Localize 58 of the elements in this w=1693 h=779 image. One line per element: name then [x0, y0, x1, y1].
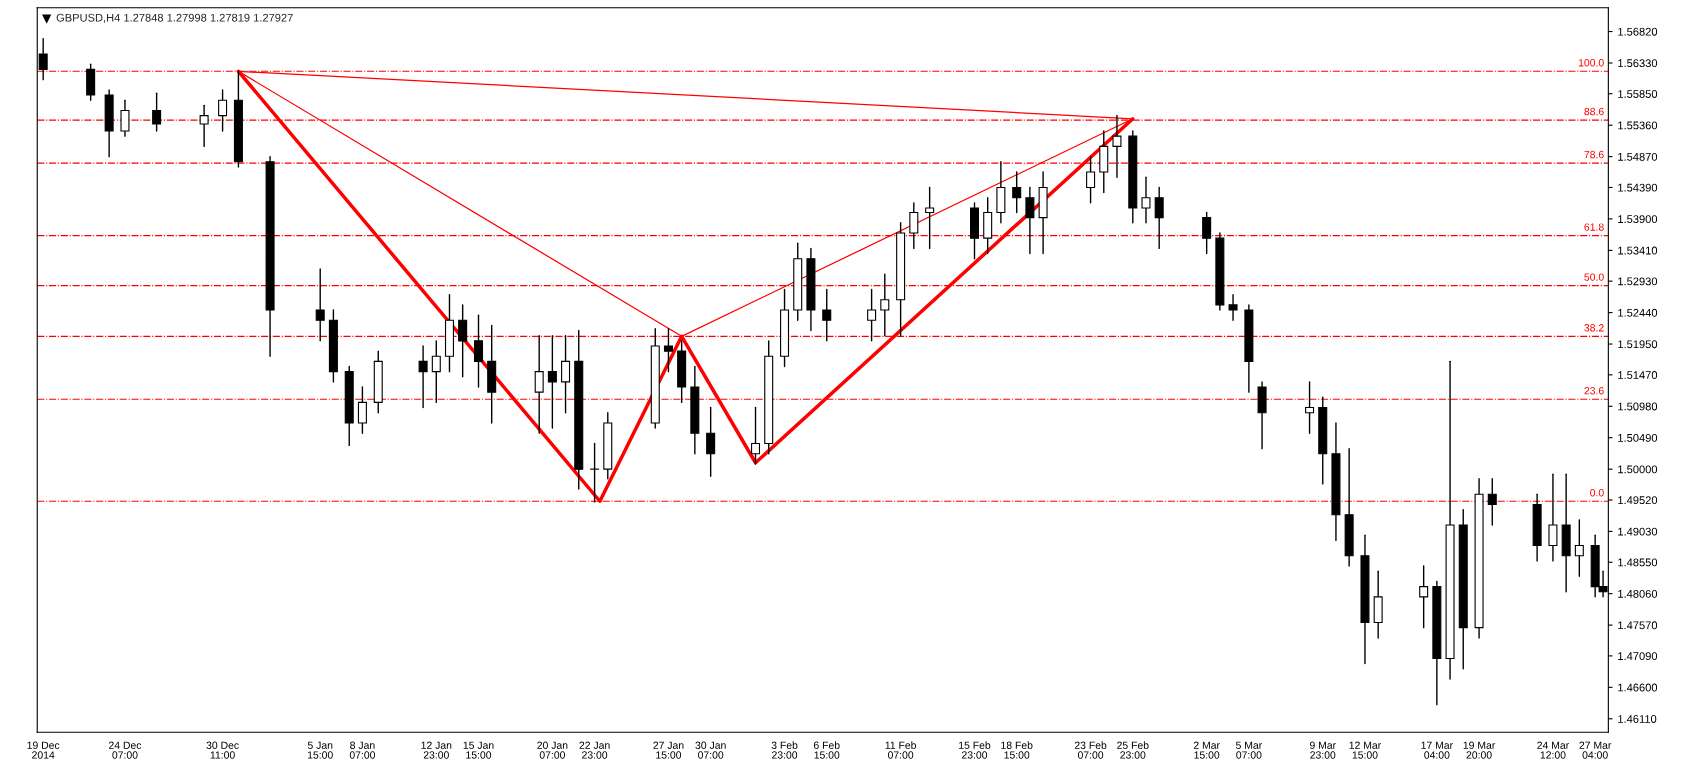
annotation: 23.6	[1584, 387, 1604, 395]
y-tick-label: 1.50980	[1618, 402, 1658, 411]
y-tick-label: 1.48550	[1618, 558, 1658, 567]
x-tick-label: 19 Mar 20:00	[1463, 741, 1496, 759]
x-tick-label: 5 Jan 15:00	[307, 741, 333, 759]
y-tick-label: 1.50490	[1618, 433, 1658, 442]
annotation: 100.0	[1578, 59, 1604, 67]
x-tick-label: 18 Feb 15:00	[1001, 741, 1033, 759]
x-tick-label: 12 Jan 23:00	[421, 741, 452, 759]
y-tick-label: 1.52440	[1618, 308, 1658, 317]
x-tick-label: 27 Jan 15:00	[653, 741, 684, 759]
y-tick-label: 1.48060	[1618, 589, 1658, 598]
x-tick-label: 23 Feb 07:00	[1074, 741, 1107, 759]
x-tick-label: 25 Feb 23:00	[1117, 741, 1149, 759]
x-tick-label: 15 Feb 23:00	[959, 741, 991, 759]
y-tick-label: 1.49520	[1618, 496, 1658, 505]
y-tick-label: 1.46110	[1618, 715, 1657, 723]
y-tick-label: 1.54390	[1618, 183, 1658, 192]
annotation: 38.2	[1584, 324, 1604, 332]
x-tick-label: 24 Dec 07:00	[108, 741, 142, 759]
x-tick-label: 20 Jan 07:00	[537, 741, 568, 759]
y-tick-label: 1.47090	[1618, 652, 1658, 661]
y-tick-label: 1.55360	[1618, 121, 1658, 130]
annotation: 88.6	[1584, 107, 1604, 116]
y-tick-label: 1.56330	[1618, 59, 1658, 68]
y-tick-label: 1.52930	[1618, 277, 1658, 286]
annotation: 0.0	[1590, 489, 1604, 497]
x-tick-label: 3 Feb 23:00	[771, 741, 798, 759]
x-tick-label: 30 Jan 07:00	[695, 741, 726, 759]
x-tick-label: 27 Mar 04:00	[1579, 741, 1612, 759]
x-tick-label: 17 Mar 04:00	[1421, 741, 1453, 759]
y-tick-label: 1.50000	[1618, 465, 1658, 474]
x-tick-label: 24 Mar 12:00	[1537, 741, 1569, 759]
y-tick-label: 1.47570	[1618, 621, 1658, 630]
x-tick-label: 22 Jan 23:00	[579, 741, 610, 759]
y-tick-label: 1.49030	[1618, 527, 1658, 536]
x-tick-label: 19 Dec 2014	[27, 741, 60, 759]
y-tick-label: 1.55850	[1618, 90, 1658, 98]
y-tick-label: 1.51950	[1618, 340, 1658, 349]
annotation: 50.0	[1584, 273, 1604, 281]
x-tick-label: 12 Mar 15:00	[1349, 741, 1382, 759]
chart-title: GBPUSD,H4 1.27848 1.27998 1.27819 1.27927	[56, 13, 293, 23]
annotation: 61.8	[1584, 223, 1604, 231]
y-tick-label: 1.56820	[1618, 27, 1658, 36]
x-tick-label: 9 Mar 23:00	[1309, 741, 1336, 759]
y-tick-label: 1.54870	[1618, 152, 1658, 161]
y-tick-label: 1.46600	[1618, 683, 1658, 692]
annotation: 78.6	[1584, 150, 1604, 159]
x-tick-label: 8 Jan 07:00	[349, 741, 376, 759]
x-tick-label: 5 Mar 07:00	[1235, 741, 1263, 759]
y-tick-label: 1.51470	[1618, 371, 1658, 379]
x-tick-label: 11 Feb 07:00	[885, 741, 917, 759]
x-tick-label: 30 Dec 11:00	[206, 741, 239, 759]
x-tick-label: 15 Jan 15:00	[463, 741, 494, 759]
x-tick-label: 2 Mar 15:00	[1193, 741, 1220, 759]
y-tick-label: 1.53900	[1618, 215, 1658, 224]
x-tick-label: 6 Feb 15:00	[813, 741, 840, 759]
y-tick-label: 1.53410	[1618, 246, 1658, 255]
